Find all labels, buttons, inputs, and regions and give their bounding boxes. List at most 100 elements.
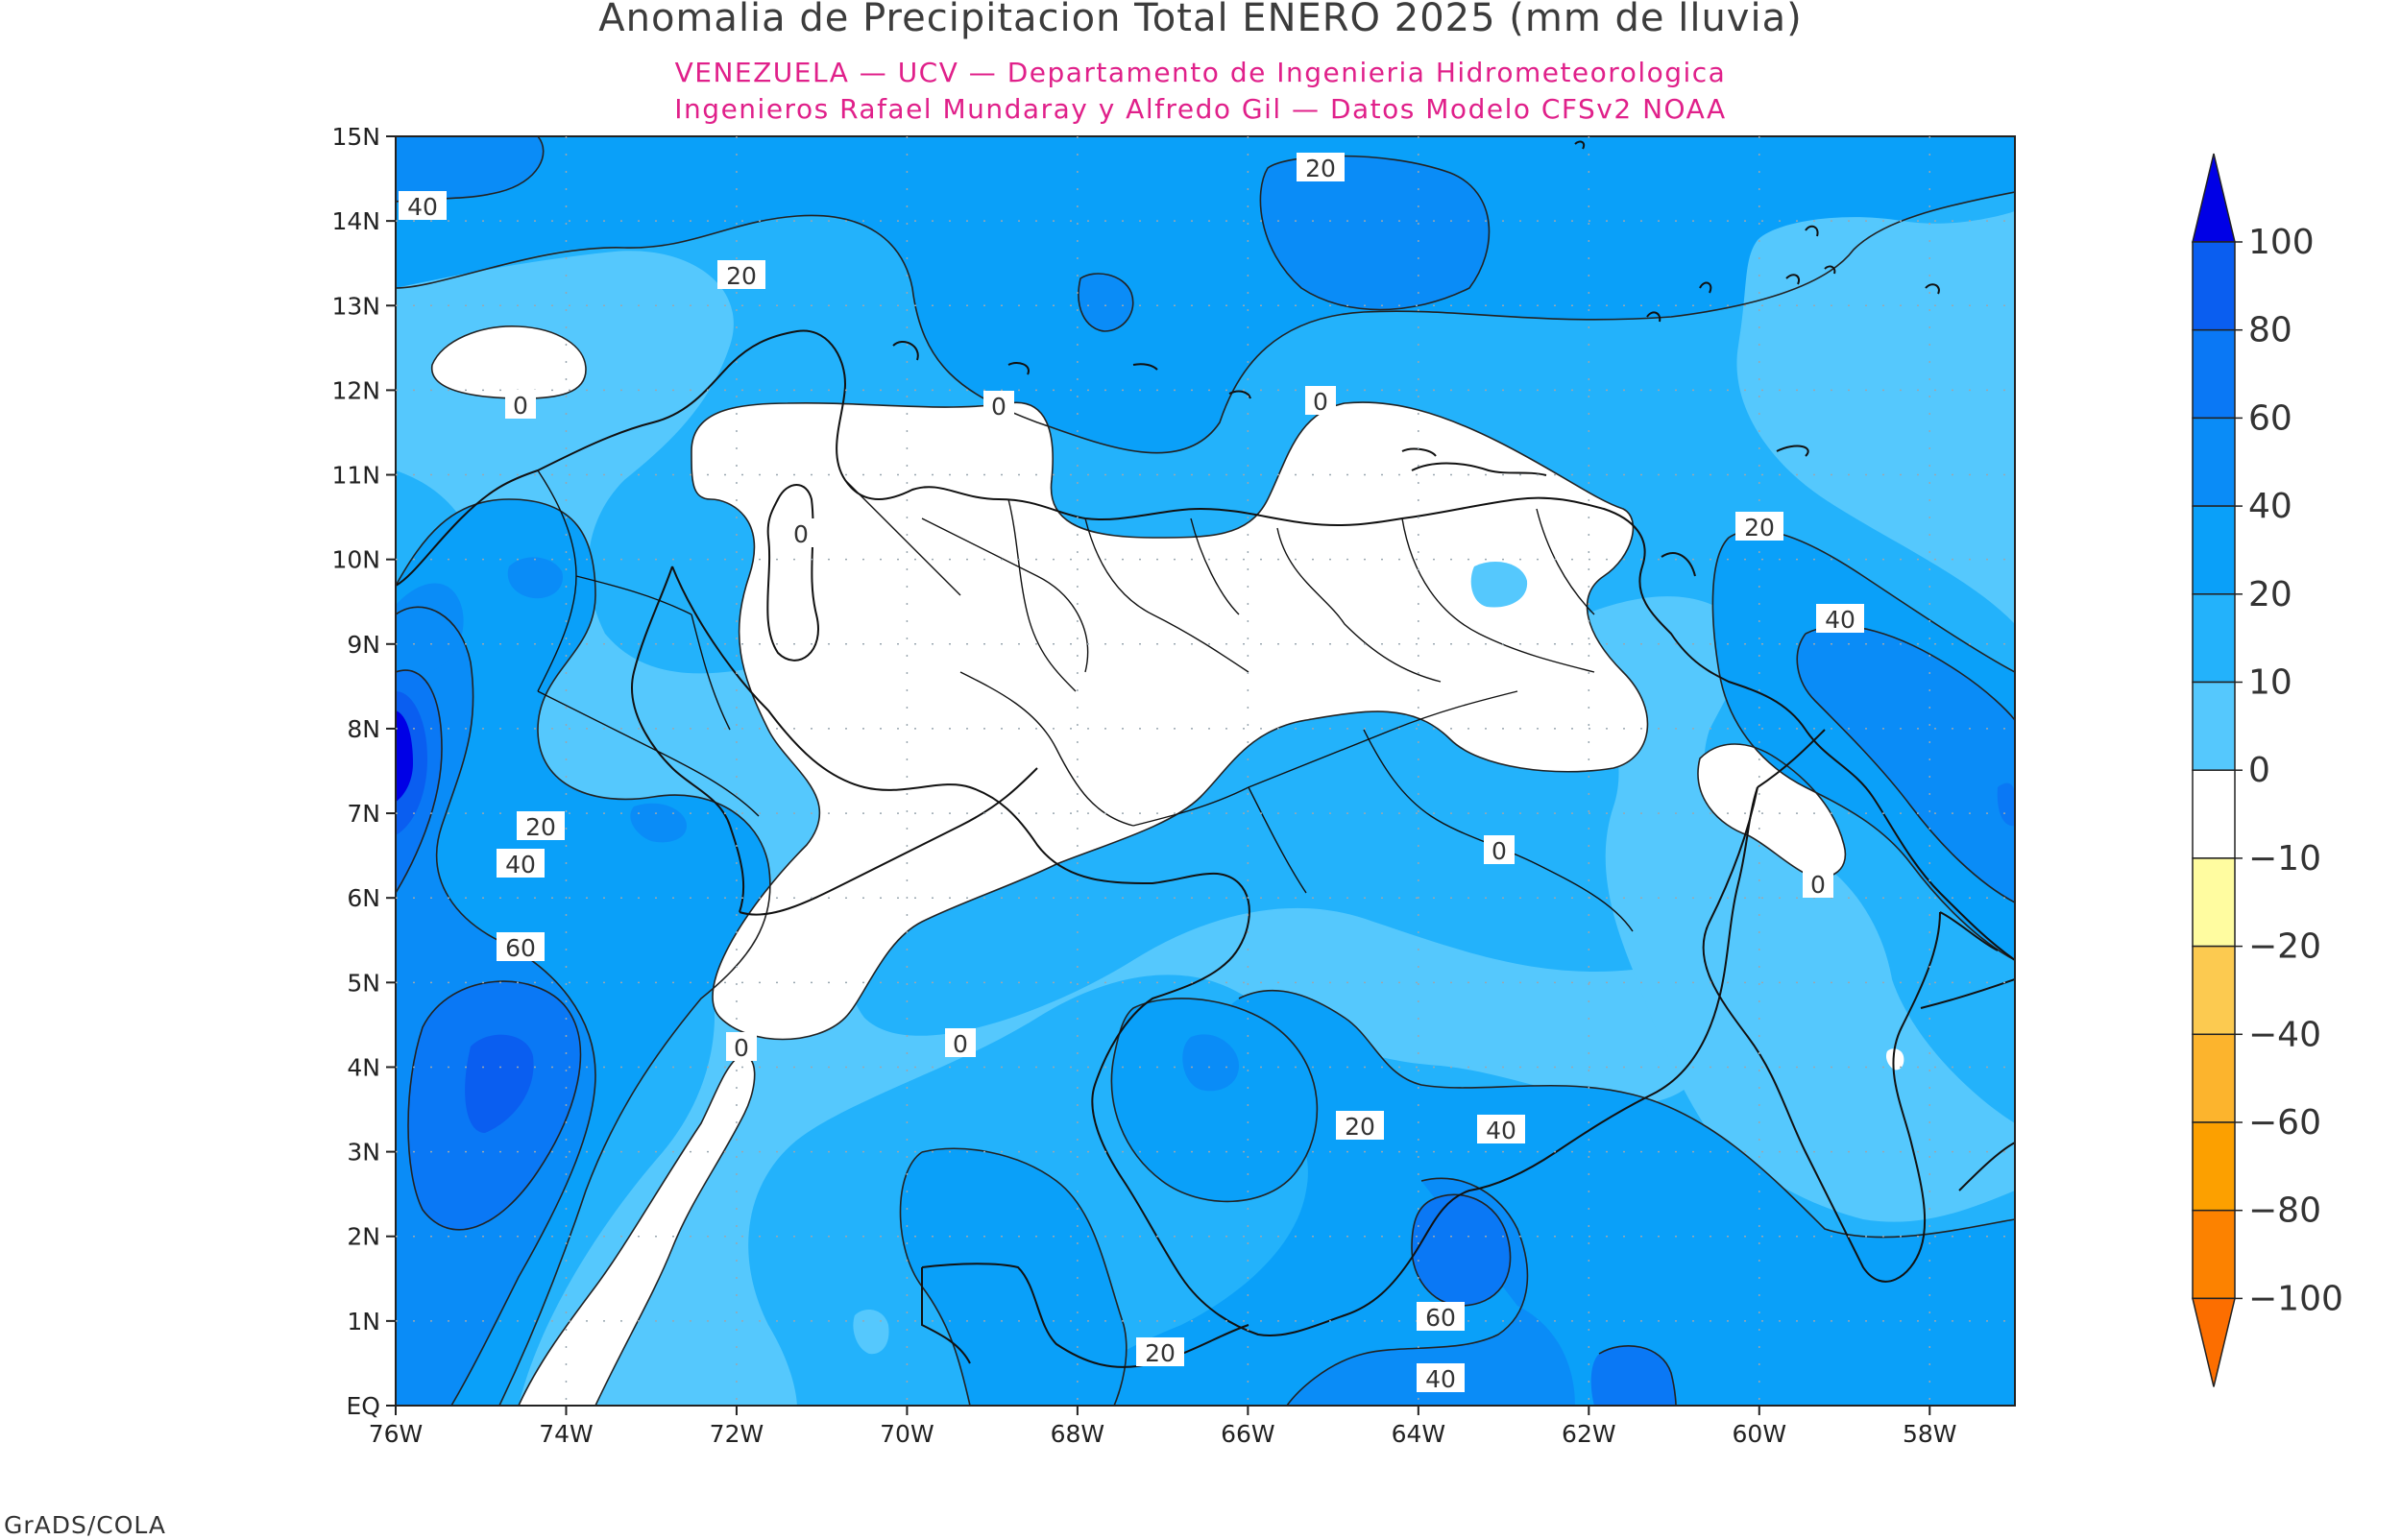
legend-label: −10 (2248, 839, 2321, 878)
contour-label-background (1417, 1363, 1465, 1392)
lat-tick-label: 1N (347, 1308, 380, 1335)
contour-label: 20 (1297, 153, 1345, 182)
contour-label-value: 40 (407, 193, 438, 221)
contour-line-60-west (396, 669, 582, 1231)
legend-label: 100 (2248, 223, 2315, 262)
legend-label: 0 (2248, 751, 2270, 790)
lat-tick-label: 12N (331, 376, 380, 404)
contour-label-value: 60 (505, 934, 536, 962)
venezuela-colombia-border (631, 565, 1038, 916)
contour-label-background (1297, 153, 1345, 181)
contour-label: 60 (1417, 1302, 1465, 1332)
brazil-border (921, 1263, 1249, 1368)
contour-label-value: 40 (1486, 1117, 1516, 1144)
contour-label-background (1336, 1111, 1384, 1140)
contour-label-value: 20 (1345, 1113, 1375, 1141)
lon-tick-label: 70W (880, 1420, 934, 1448)
contour-label: 0 (1803, 869, 1833, 899)
lon-tick-label: 62W (1562, 1420, 1616, 1448)
field-60-80-south (1412, 1194, 1676, 1406)
lat-tick-label: 5N (347, 969, 380, 997)
contour-label: 20 (1136, 1337, 1184, 1367)
maracaibo-lake (766, 484, 819, 662)
contour-line-0-southwest (518, 1054, 756, 1406)
contour-label-background (1417, 1302, 1465, 1331)
field-40-60-centre (1182, 1034, 1239, 1092)
legend-label: 10 (2248, 663, 2292, 703)
legend-label: −20 (2248, 927, 2321, 967)
field-neg-island-hole (1470, 562, 1528, 608)
contour-label-background (497, 849, 545, 878)
contour-line-20-north (396, 191, 2015, 454)
contour-label-background (505, 390, 536, 419)
contour-label: 20 (717, 260, 765, 290)
field-20-40-north-patch (1260, 156, 1490, 310)
colombia-internal-borders (537, 469, 760, 817)
legend-swatch (2192, 1121, 2236, 1212)
legend-label: 20 (2248, 575, 2292, 614)
contour-label-background (945, 1028, 976, 1057)
contour-label: 0 (726, 1032, 757, 1062)
field-40-60-nw (396, 136, 544, 202)
contour-label-background (1816, 604, 1864, 633)
lon-tick-label: 68W (1051, 1420, 1105, 1448)
contour-label-value: 40 (1425, 1365, 1456, 1393)
legend-swatch (2192, 857, 2236, 948)
contour-line-0-southeast (1697, 743, 1847, 878)
field-60-80-east (1997, 782, 2015, 827)
contour-label: 0 (945, 1028, 976, 1058)
legend-label: 60 (2248, 398, 2292, 438)
legend-label: 40 (2248, 487, 2292, 526)
grads-cola-credit: GrADS/COLA (4, 1511, 166, 1536)
lat-tick-label: 2N (347, 1223, 380, 1251)
contour-label: 0 (1484, 835, 1515, 865)
contour-label: 60 (497, 932, 545, 962)
contour-value-labels: 40 20 0 0 0 20 0 20 40 20 40 60 0 0 0 20 40 60 40 20 0 (399, 153, 1864, 1393)
contour-label-background (1136, 1337, 1184, 1366)
contour-label-value: 20 (525, 813, 556, 841)
field-neg-nw-blob (431, 325, 586, 398)
legend-swatch (2192, 328, 2236, 420)
contour-label-background (1477, 1115, 1525, 1143)
contour-label-value: 20 (1305, 155, 1336, 182)
lat-tick-label: 14N (331, 207, 380, 235)
legend-swatch (2192, 1033, 2236, 1123)
contour-line-0-venezuela (691, 401, 1649, 1041)
contour-label-value: 0 (1313, 388, 1328, 416)
field-100-west (396, 710, 413, 802)
legend-swatch (2192, 769, 2236, 859)
contour-label-value: 40 (505, 851, 536, 878)
legend-swatch (2192, 945, 2236, 1036)
legend-label: −40 (2248, 1015, 2321, 1054)
contour-line-20-south (1238, 990, 2015, 1239)
contour-label-value: 20 (1744, 514, 1775, 541)
contour-label-background (1735, 512, 1783, 541)
contour-label: 40 (1477, 1115, 1525, 1144)
lon-tick-label: 58W (1903, 1420, 1957, 1448)
contour-label: 0 (983, 391, 1014, 421)
legend-swatch (2192, 593, 2236, 684)
contour-label: 20 (1735, 512, 1783, 541)
map-subtitle-authors: Ingenieros Rafael Mundaray y Alfredo Gil… (674, 93, 1726, 125)
field-0-10-east (1585, 596, 2015, 1222)
field-0-10-ne (1736, 211, 2015, 624)
legend-label: −100 (2248, 1279, 2343, 1318)
lon-tick-label: 72W (710, 1420, 764, 1448)
coastlines-and-borders (396, 140, 2015, 1368)
lon-tick-label: 74W (539, 1420, 594, 1448)
legend-arrow-top (2192, 153, 2236, 243)
contour-label-background (517, 811, 565, 840)
grid-dots (396, 136, 2015, 1406)
legend-label: −60 (2248, 1103, 2321, 1143)
venezuela-southern-border (671, 565, 1758, 1336)
contour-label-background (717, 260, 765, 289)
contour-label-background (983, 391, 1014, 420)
guyana-outline (1702, 729, 1941, 1283)
legend-swatch (2192, 681, 2236, 771)
lat-tick-label: 7N (347, 800, 380, 828)
contour-label-value: 0 (734, 1034, 749, 1062)
contour-label: 40 (1816, 604, 1864, 634)
contour-label-value: 0 (991, 393, 1006, 421)
